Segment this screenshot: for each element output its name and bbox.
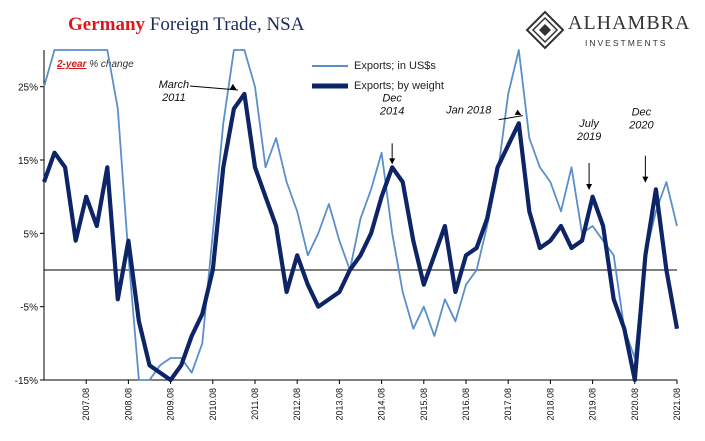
logo: ALHAMBRA INVESTMENTS — [525, 8, 695, 52]
x-tick-label: 2020.08 — [630, 388, 640, 421]
annotation-label: 2020 — [628, 120, 654, 132]
x-tick-label: 2011.08 — [250, 388, 260, 420]
series-line-usd — [43, 49, 678, 381]
x-tick-label: 2016.08 — [461, 388, 471, 421]
x-tick-label: 2015.08 — [419, 388, 429, 421]
annotation-label: 2019 — [576, 131, 601, 143]
legend-label-usd: Exports; in US$s — [354, 60, 436, 72]
x-tick-label: 2021.08 — [672, 388, 682, 421]
annotation-arrowhead — [389, 158, 396, 165]
chart-title-highlight: Germany — [68, 14, 146, 35]
legend: Exports; in US$s Exports; by weight — [312, 56, 444, 96]
x-tick-label: 2010.08 — [208, 388, 218, 421]
subtitle-highlight: 2-year — [57, 59, 87, 70]
y-tick-label: 15% — [18, 156, 38, 167]
annotation-label: Dec — [632, 107, 652, 119]
annotation-arrowhead — [229, 83, 237, 90]
x-tick-label: 2017.08 — [503, 388, 513, 421]
legend-label-weight: Exports; by weight — [354, 80, 444, 92]
annotation-label: July — [578, 118, 600, 130]
legend-swatch-usd — [312, 65, 348, 67]
logo-sub: INVESTMENTS — [585, 38, 668, 48]
x-tick-label: 2019.08 — [588, 388, 598, 421]
subtitle-rest: % change — [86, 59, 134, 70]
x-tick-label: 2007.08 — [81, 388, 91, 421]
x-tick-label: 2014.08 — [377, 388, 387, 421]
chart-title: Germany Foreign Trade, NSA — [68, 14, 304, 36]
logo-name: ALHAMBRA — [568, 12, 691, 34]
x-tick-label: 2008.08 — [123, 388, 133, 421]
annotation-label: March — [159, 79, 190, 91]
chart-subtitle: 2-year % change — [57, 59, 134, 70]
y-tick-label: -5% — [20, 303, 38, 314]
x-tick-label: 2018.08 — [545, 388, 555, 421]
annotation-label: Jan 2018 — [445, 105, 492, 117]
annotation-arrowhead — [514, 109, 522, 116]
x-tick-label: 2009.08 — [166, 388, 176, 421]
logo-diamond-icon — [525, 10, 565, 50]
annotation-arrow — [498, 115, 523, 121]
annotation-label: 2011 — [161, 92, 186, 104]
annotation-arrowhead — [642, 176, 649, 183]
legend-item-usd: Exports; in US$s — [312, 56, 444, 76]
y-tick-label: 25% — [18, 83, 38, 94]
x-tick-label: 2013.08 — [334, 388, 344, 421]
annotation-label: Dec — [382, 92, 402, 104]
x-tick-label: 2012.08 — [292, 388, 302, 421]
chart-title-rest: Foreign Trade, NSA — [145, 14, 305, 35]
annotation-arrow — [189, 85, 238, 91]
y-tick-label: -15% — [15, 376, 38, 387]
annotation-arrowhead — [586, 184, 593, 190]
legend-item-weight: Exports; by weight — [312, 76, 444, 96]
y-tick-label: 5% — [24, 229, 39, 240]
annotation-label: 2014 — [379, 105, 404, 117]
legend-swatch-weight — [312, 83, 348, 89]
